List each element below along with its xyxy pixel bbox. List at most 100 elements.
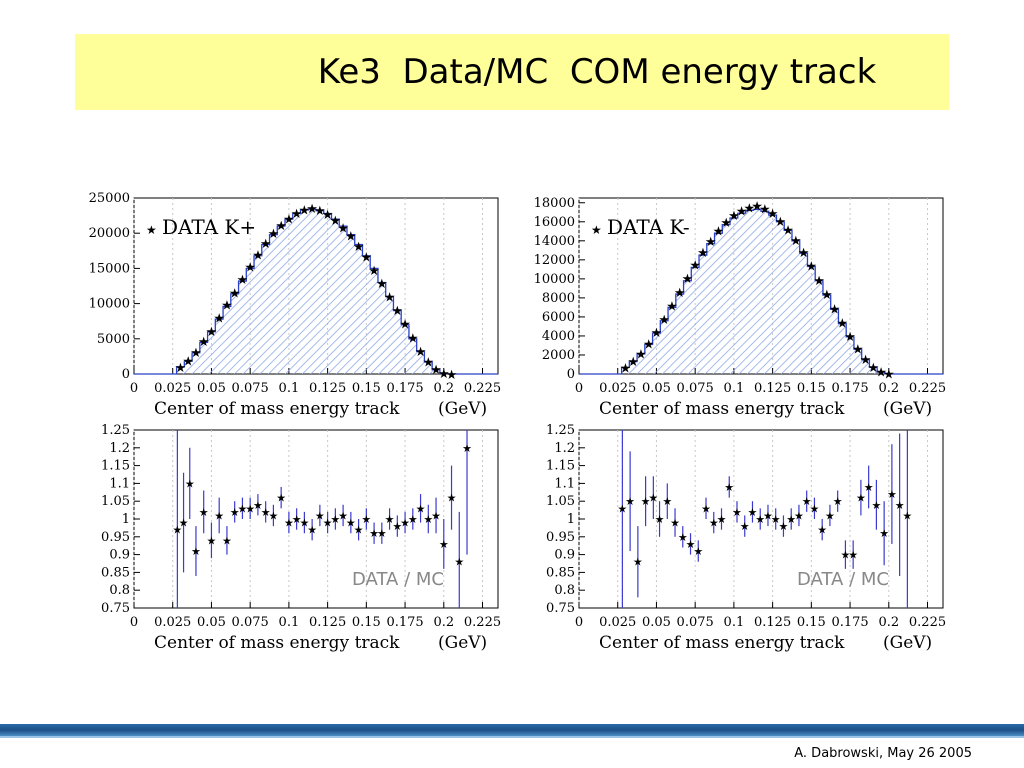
ratio-point-star: ★ [887,488,897,501]
y-tick-label: 0 [567,367,575,382]
ratio-point-star: ★ [717,513,727,526]
x-tick-label: 0 [130,381,138,396]
ratio-point-star: ★ [879,527,889,540]
ratio-point-star: ★ [369,527,379,540]
ratio-point-star: ★ [871,499,881,512]
data-point-star: ★ [821,288,833,303]
data-point-star: ★ [244,260,256,275]
x-tick-label: 0.1 [724,381,745,396]
footer-divider [0,736,1024,738]
y-tick-label: 0.95 [546,530,575,545]
x-tick-label: 0.15 [352,381,381,396]
y-tick-label: 1 [122,512,130,527]
x-tick-label: 0.025 [599,615,636,630]
y-tick-label: 10000 [534,272,575,287]
x-axis-unit: (GeV) [438,633,487,653]
ratio-point-star: ★ [323,517,333,530]
ratio-point-star: ★ [172,524,182,537]
ratio-point-star: ★ [207,534,217,547]
data-point-star: ★ [306,202,318,217]
y-tick-label: 5000 [97,332,130,347]
ratio-point-star: ★ [392,520,402,533]
ratio-point-star: ★ [408,513,418,526]
y-tick-label: 1.05 [546,494,575,509]
ratio-point-star: ★ [338,509,348,522]
data-point-star: ★ [744,202,756,217]
y-tick-label: 0.9 [109,548,130,563]
y-tick-label: 20000 [89,226,130,241]
y-tick-label: 16000 [534,215,575,230]
x-tick-label: 0.225 [909,381,946,396]
ratio-point-star: ★ [222,534,232,547]
y-tick-label: 0 [122,367,130,382]
data-point-star: ★ [337,222,349,237]
data-point-star: ★ [682,272,694,287]
ratio-point-star: ★ [633,556,643,569]
ratio-point-star: ★ [330,513,340,526]
kplus-ratio-chart: 0 0.025 0.05 0.075 0.1 0.125 0.15 0.175 0.2 0.225… [101,423,501,653]
ratio-label: DATA / MC [352,569,444,590]
y-tick-label: 10000 [89,297,130,312]
y-tick-label: 1.1 [554,476,575,491]
data-point-star: ★ [720,216,732,231]
data-point-star: ★ [430,363,442,378]
axes-group: 0 0.025 0.05 0.075 0.1 0.125 0.15 0.175 0.2 0.225… [546,423,946,653]
data-point-star: ★ [651,326,663,341]
ratio-point-star: ★ [833,495,843,508]
x-tick-label: 0.1 [279,381,300,396]
y-tick-label: 2000 [542,348,575,363]
y-tick-label: 1.25 [546,423,575,438]
ratio-point-star: ★ [261,506,271,519]
data-point-star: ★ [751,200,763,215]
x-tick-label: 0.175 [386,381,423,396]
ratio-point-star: ★ [825,509,835,522]
data-point-star: ★ [627,355,639,370]
ratio-point-star: ★ [199,506,209,519]
y-tick-label: 1.15 [546,459,575,474]
x-tick-label: 0.175 [831,615,868,630]
data-point-star: ★ [658,313,670,328]
x-tick-label: 0.025 [154,381,191,396]
y-tick-label: 0.8 [109,583,130,598]
y-tick-label: 0.75 [101,601,130,616]
data-point-star: ★ [291,207,303,222]
x-axis-title: Center of mass energy track [599,633,845,653]
data-point-star: ★ [322,208,334,223]
ratio-point-star: ★ [779,520,789,533]
ratio-point-star: ★ [648,492,658,505]
x-tick-label: 0.2 [433,615,454,630]
ratio-point-star: ★ [617,502,627,515]
ratio-point-star: ★ [686,538,696,551]
ratio-point-star: ★ [191,545,201,558]
data-point-star: ★ [283,212,295,227]
ratio-point-star: ★ [439,538,449,551]
data-point-star: ★ [407,331,419,346]
x-tick-label: 0.05 [197,381,226,396]
x-tick-label: 0 [575,615,583,630]
data-point-star: ★ [620,361,632,376]
mc-histogram-fill [134,209,498,374]
data-point-star: ★ [252,248,264,263]
data-point-star: ★ [643,338,655,353]
x-tick-label: 0 [575,381,583,396]
x-tick-label: 0.1 [724,615,745,630]
y-tick-label: 0.8 [554,583,575,598]
x-tick-label: 0.225 [464,381,501,396]
y-tick-label: 6000 [542,310,575,325]
ratio-point-star: ★ [361,513,371,526]
x-tick-label: 0.05 [642,615,671,630]
data-point-star: ★ [190,346,202,361]
ratio-point-star: ★ [276,492,286,505]
x-tick-label: 0.225 [464,615,501,630]
x-axis-unit: (GeV) [883,399,932,419]
footer-author-date: A. Dabrowski, May 26 2005 [794,746,972,761]
data-point-star: ★ [361,250,373,265]
ratio-point-star: ★ [625,495,635,508]
data-point-star: ★ [767,207,779,222]
ratio-point-star: ★ [786,513,796,526]
mc-histogram-outline [579,208,943,375]
data-point-star: ★ [384,291,396,306]
x-tick-label: 0.075 [677,381,714,396]
data-point-star: ★ [782,223,794,238]
ratio-point-star: ★ [454,556,464,569]
